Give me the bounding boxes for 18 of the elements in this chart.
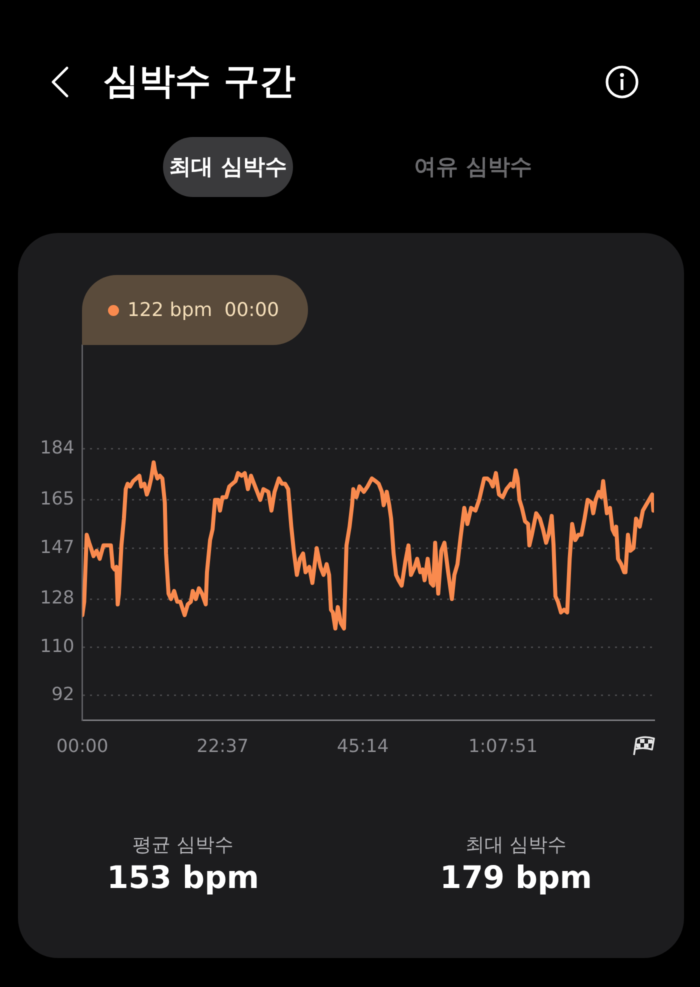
x-tick-label: 1:07:51 bbox=[468, 736, 538, 757]
y-tick-label: 184 bbox=[40, 438, 74, 459]
y-tick-label: 110 bbox=[40, 636, 74, 657]
x-tick-label: 00:00 bbox=[56, 736, 108, 757]
y-tick-label: 92 bbox=[51, 684, 74, 706]
chart-title: 심박수 구간 bbox=[103, 60, 296, 104]
text: 최대 심박수 bbox=[465, 834, 567, 856]
text: 122 bpm 00:00 bbox=[127, 299, 280, 321]
x-tick-label: 45:14 bbox=[336, 736, 389, 757]
y-tick-label: 147 bbox=[40, 536, 74, 558]
y-tick-label: 128 bbox=[40, 588, 74, 609]
text: 평균 심박수 bbox=[132, 834, 234, 856]
x-tick-label: 22:37 bbox=[196, 736, 249, 757]
text: 179 bpm bbox=[440, 860, 592, 896]
text: 최대 심박수 bbox=[169, 154, 287, 182]
y-tick-label: 165 bbox=[40, 488, 74, 510]
text: 여유 심박수 bbox=[414, 154, 532, 182]
text: 153 bpm bbox=[106, 860, 260, 896]
